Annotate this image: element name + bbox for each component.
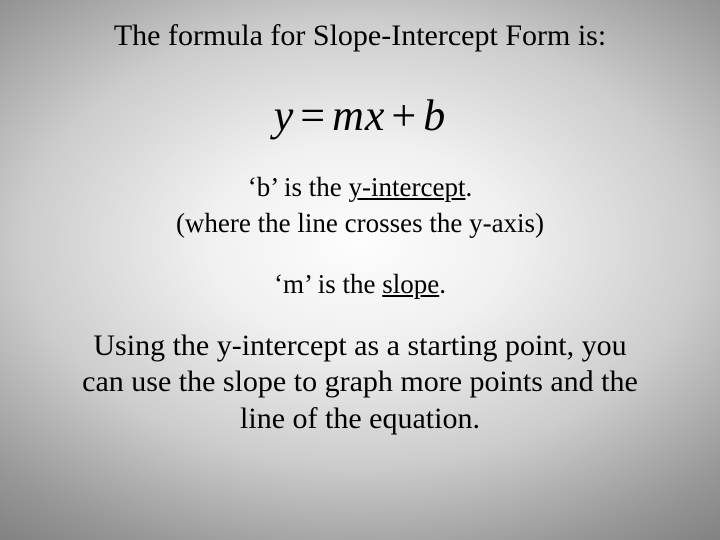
formula-b: b <box>423 91 446 140</box>
equals-sign: = <box>294 91 332 140</box>
y-intercept-term: y-intercept <box>349 172 466 202</box>
slide: The formula for Slope-Intercept Form is:… <box>0 0 720 540</box>
b-subtext: (where the line crosses the y-axis) <box>60 207 660 241</box>
b-prefix: ‘b’ is the <box>248 172 349 202</box>
m-prefix: ‘m’ is the <box>274 269 382 299</box>
m-definition: ‘m’ is the slope. <box>0 269 720 300</box>
formula-mx: mx <box>332 91 385 140</box>
explanation-paragraph: Using the y-intercept as a starting poin… <box>70 328 650 438</box>
b-suffix: . <box>465 172 472 202</box>
b-definition: ‘b’ is the y-intercept. <box>60 171 660 205</box>
formula-y: y <box>274 91 295 140</box>
m-suffix: . <box>439 269 446 299</box>
slide-title: The formula for Slope-Intercept Form is: <box>40 18 680 54</box>
formula: y=mx+b <box>0 90 720 141</box>
plus-sign: + <box>385 91 423 140</box>
slope-term: slope <box>382 269 439 299</box>
